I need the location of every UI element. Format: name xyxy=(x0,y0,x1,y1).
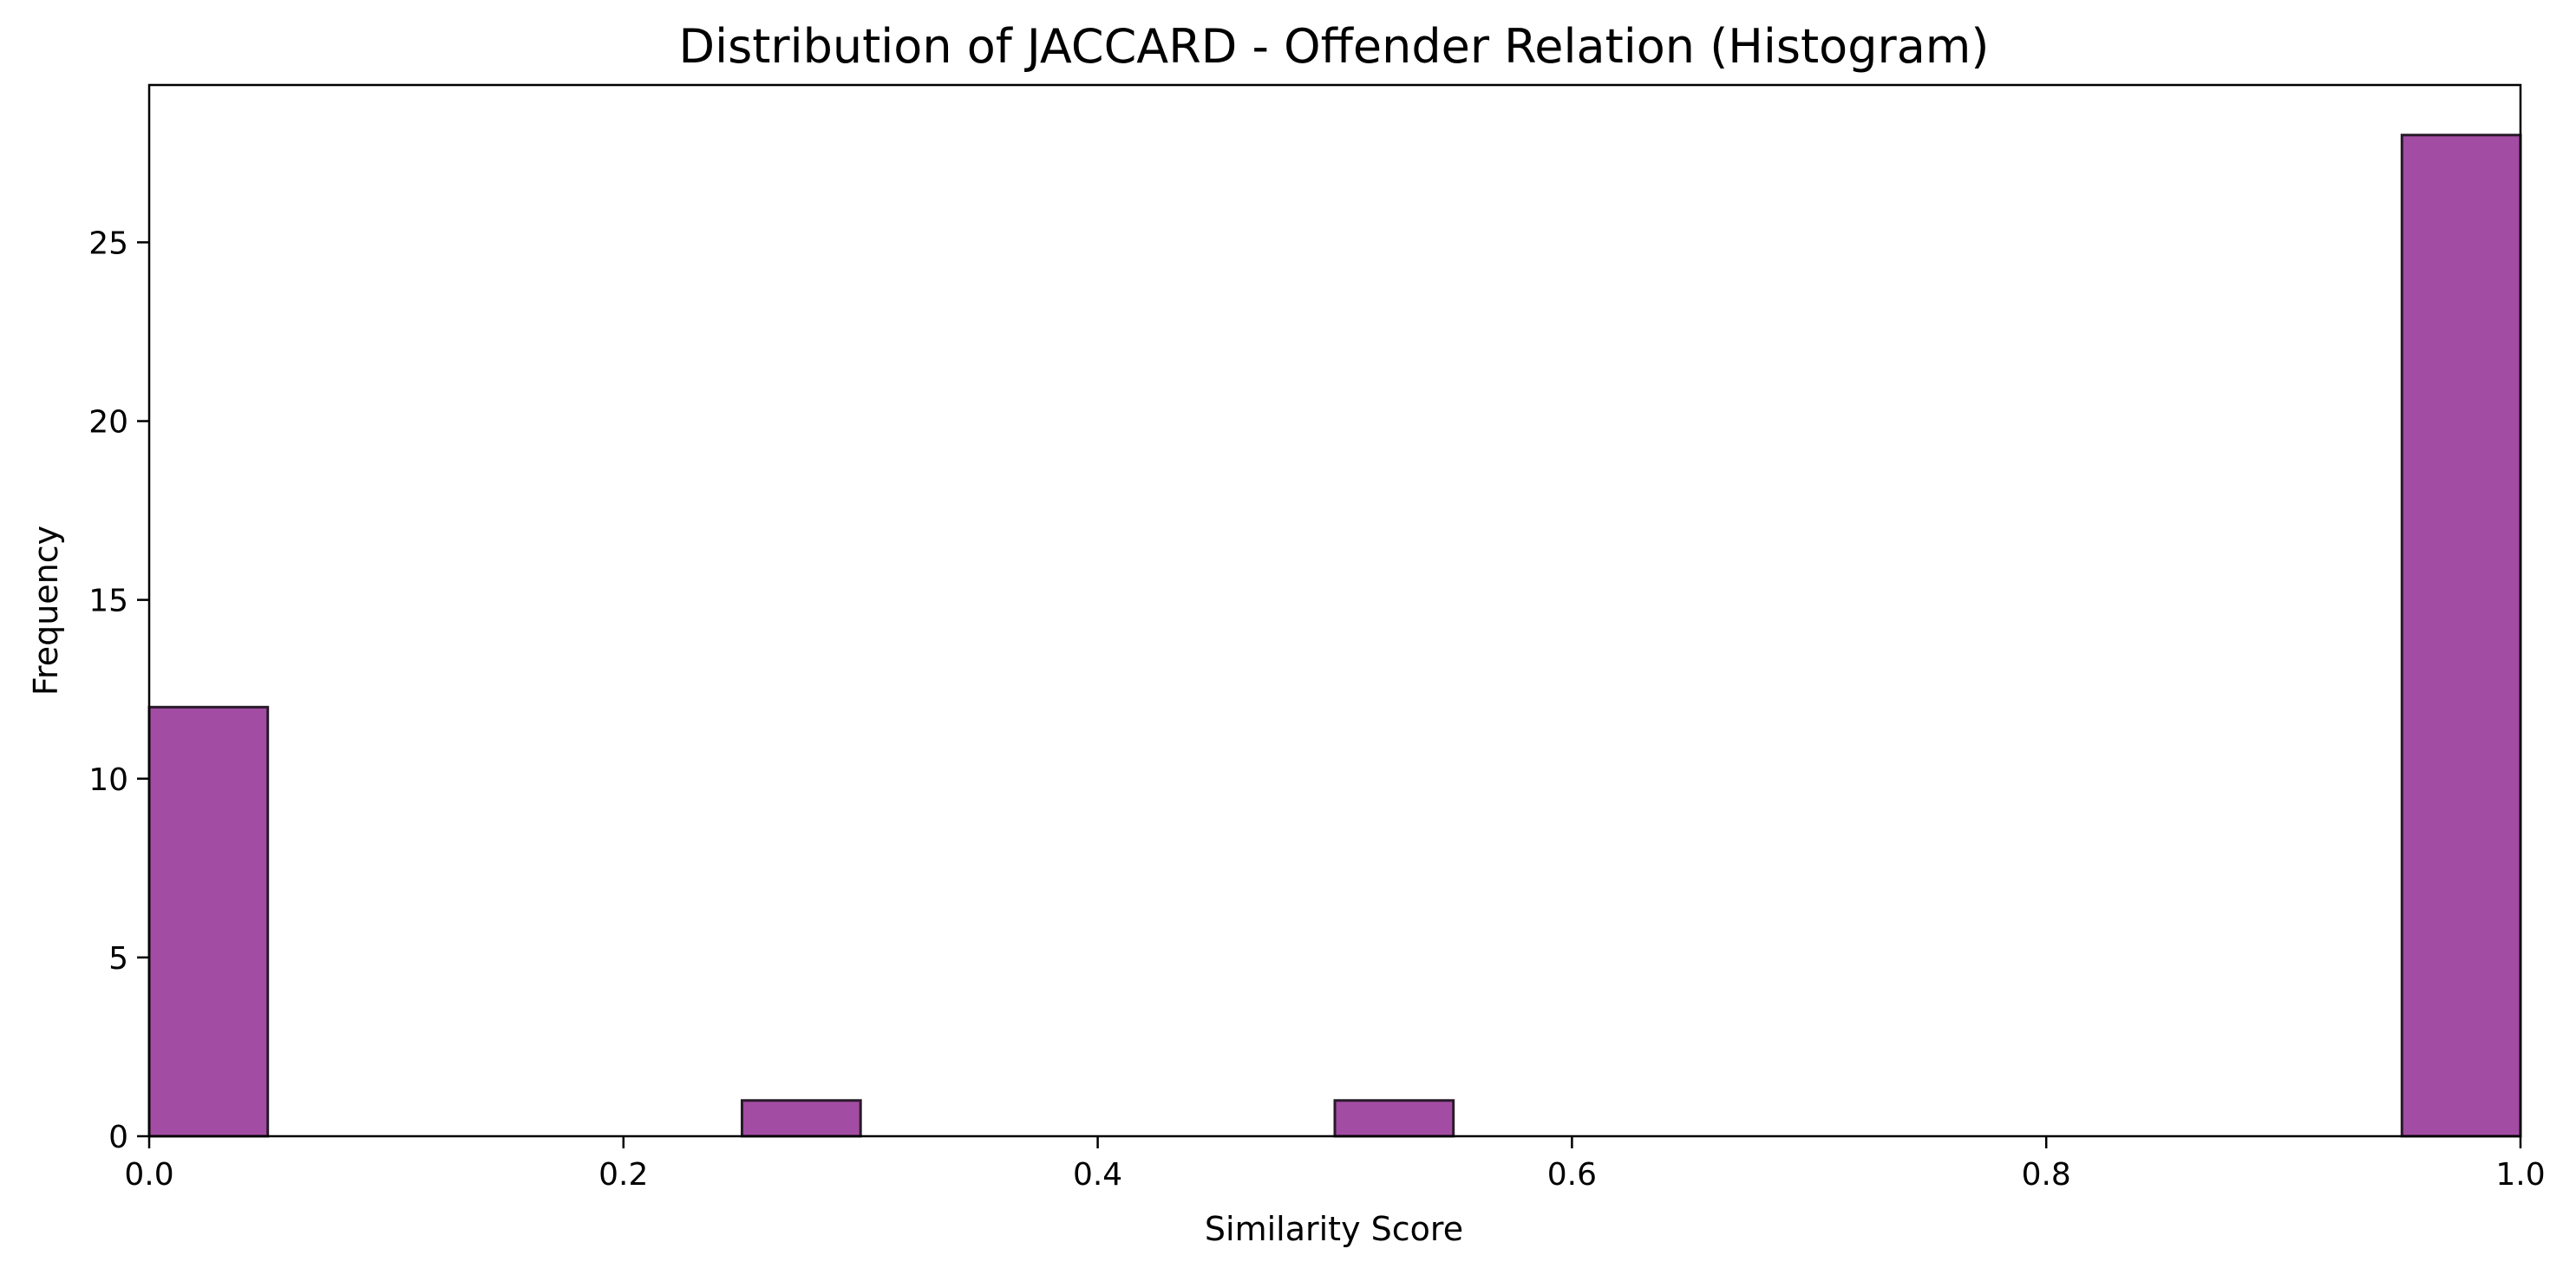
histogram-bar-3 xyxy=(2400,134,2522,1138)
y-axis-label: Frequency xyxy=(27,526,65,696)
y-tick-label: 15 xyxy=(88,584,128,619)
plot-frame xyxy=(147,83,2522,1138)
histogram-bar-2 xyxy=(1333,1099,1455,1138)
x-tick-label: 0.4 xyxy=(1073,1157,1122,1193)
bars-group xyxy=(147,134,2522,1138)
y-axis-ticks: 0 5 10 15 20 25 xyxy=(88,226,149,1155)
x-tick-label: 0.6 xyxy=(1547,1157,1597,1193)
x-axis-ticks: 0.0 0.2 0.4 0.6 0.8 1.0 xyxy=(124,1136,2546,1193)
x-axis-label: Similarity Score xyxy=(1205,1210,1463,1248)
histogram-bar-1 xyxy=(741,1099,862,1138)
y-tick-label: 10 xyxy=(88,762,128,798)
chart-title: Distribution of JACCARD - Offender Relat… xyxy=(679,19,1990,74)
histogram-bar-0 xyxy=(147,705,270,1138)
y-tick-label: 0 xyxy=(108,1120,128,1155)
y-tick-label: 25 xyxy=(88,226,128,261)
x-tick-label: 0.8 xyxy=(2022,1157,2071,1193)
x-tick-label: 0.0 xyxy=(124,1157,173,1193)
y-tick-label: 20 xyxy=(88,405,128,441)
x-tick-label: 1.0 xyxy=(2495,1157,2545,1193)
y-tick-label: 5 xyxy=(108,941,128,977)
x-tick-label: 0.2 xyxy=(598,1157,648,1193)
